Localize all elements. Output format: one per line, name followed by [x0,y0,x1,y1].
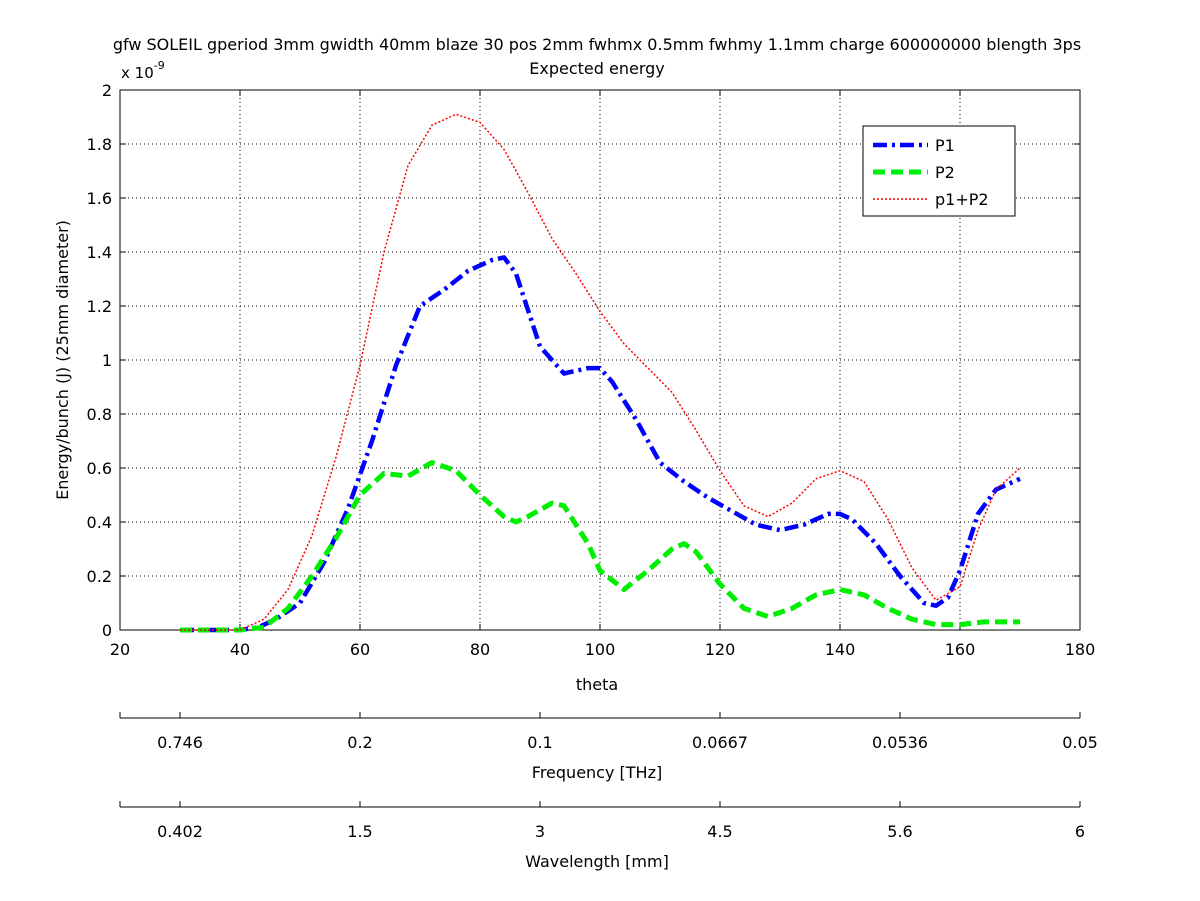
wavelength-tick-label: 0.402 [157,822,203,841]
wavelength-tick-label: 4.5 [707,822,732,841]
chart-title: gfw SOLEIL gperiod 3mm gwidth 40mm blaze… [113,35,1081,54]
frequency-tick-label: 0.2 [347,733,372,752]
frequency-tick-label: 0.746 [157,733,203,752]
x-axis-label: theta [576,675,618,694]
grid-lines [120,90,1080,630]
series-line-3 [180,113,1021,631]
legend-label: P1 [935,136,955,155]
y-tick-label: 2 [102,81,112,100]
wavelength-tick-label: 1.5 [347,822,372,841]
series-line-1 [180,255,1021,633]
x-tick-label: 80 [470,640,490,659]
x-tick-label: 140 [825,640,856,659]
frequency-tick-label: 0.0667 [692,733,748,752]
series-line-2 [180,460,1020,633]
y-tick-label: 1.8 [87,135,112,154]
legend-label: p1+P2 [935,190,989,209]
y-multiplier-exponent: -9 [154,59,165,72]
frequency-axis-label: Frequency [THz] [532,763,662,782]
legend: P1 P2 p1+P2 [862,125,1016,217]
legend-box [862,125,1016,217]
x-tick-label: 60 [350,640,370,659]
wavelength-tick-label: 5.6 [887,822,912,841]
y-axis-label: Energy/bunch (J) (25mm diameter) [53,220,72,500]
y-multiplier-base: x 10 [121,64,154,82]
y-tick-label: 0.2 [87,567,112,586]
y-tick-label: 1 [102,351,112,370]
x-tick-label: 120 [705,640,736,659]
frequency-tick-label: 0.0536 [872,733,928,752]
y-tick-label: 0.8 [87,405,112,424]
y-tick-label: 0.6 [87,459,112,478]
series-lines [180,113,1021,633]
y-tick-label: 1.4 [87,243,112,262]
y-tick-label: 1.6 [87,189,112,208]
wavelength-tick-label: 3 [535,822,545,841]
axes: 20 40 60 80 100 120 140 160 180 0 0.2 0.4 0.6 0.8 1 1.2… [87,81,1098,841]
x-tick-label: 20 [110,640,130,659]
x-tick-label: 40 [230,640,250,659]
y-tick-label: 0 [102,621,112,640]
legend-label: P2 [935,163,955,182]
x-tick-label: 180 [1065,640,1096,659]
x-tick-label: 160 [945,640,976,659]
frequency-tick-label: 0.05 [1062,733,1098,752]
wavelength-tick-label: 6 [1075,822,1085,841]
y-tick-label: 1.2 [87,297,112,316]
chart-subtitle: Expected energy [529,59,664,78]
y-tick-label: 0.4 [87,513,112,532]
wavelength-axis-label: Wavelength [mm] [525,852,669,871]
y-multiplier: x 10-9 [121,59,165,82]
frequency-tick-label: 0.1 [527,733,552,752]
x-tick-label: 100 [585,640,616,659]
